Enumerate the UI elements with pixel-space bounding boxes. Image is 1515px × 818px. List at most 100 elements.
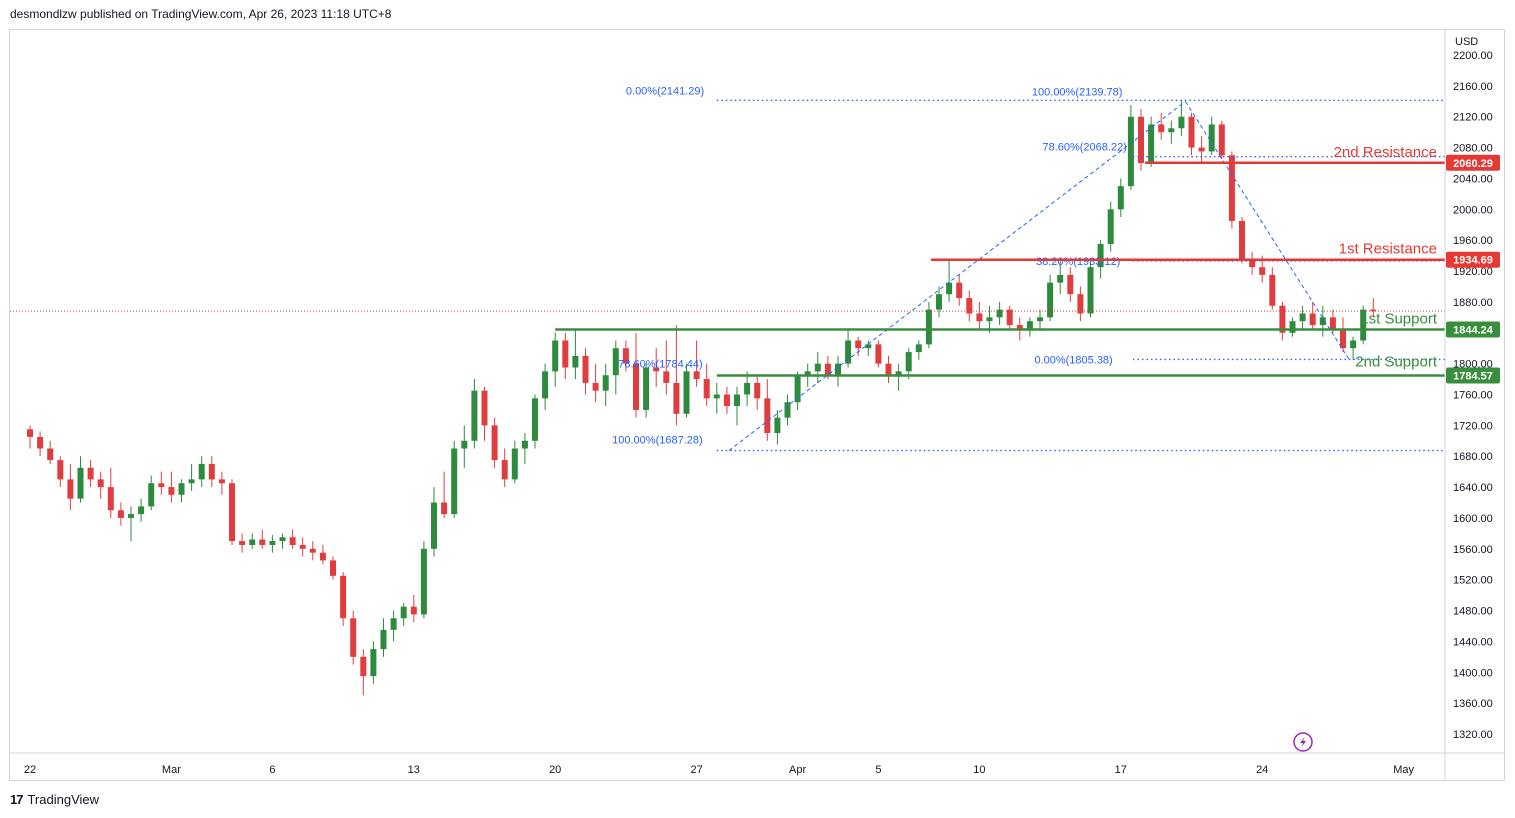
price-chart[interactable]: 0.00%(2141.29) 100.00%(2139.78) 78.60%(206… [0,0,1515,790]
candle-body [1127,116,1134,187]
candle-body [1097,244,1104,268]
level-label: 1st Support [1360,311,1438,328]
candle-body [410,606,417,615]
candle-body [67,479,74,499]
candle-body [1037,317,1043,322]
price-tick-label: 1720.00 [1453,420,1493,432]
candle-body [562,340,569,368]
fib-trend-up [728,101,1186,452]
candle-body [663,371,670,383]
candle-body [27,429,33,437]
candle-body [350,618,357,657]
time-tick-label: Apr [789,764,806,776]
time-tick-label: 5 [875,764,881,776]
candle-body [794,375,801,403]
currency-label: USD [1455,36,1478,48]
time-tick-label: Mar [162,764,181,776]
candle-body [1057,274,1064,283]
candles-layer [10,100,1445,696]
candle-body [1340,328,1346,349]
candle-body [764,398,771,434]
candle-body [1087,267,1094,314]
candle-body [269,541,276,545]
candle-body [703,379,710,399]
price-tick-label: 1360.00 [1453,698,1493,710]
fib-label: 100.00%(2139.78) [1032,86,1123,98]
time-tick-label: 27 [690,764,702,776]
fib-label: 78.60%(1784.44) [618,359,702,371]
candle-body [774,417,781,434]
candle-body [1370,309,1377,312]
candle-body [37,436,44,449]
candle-body [390,618,397,630]
candle-body [178,483,185,495]
candle-body [481,390,488,426]
price-tick-label: 2160.00 [1453,81,1493,93]
price-tag-label: 1784.57 [1453,371,1493,383]
candle-body [744,382,751,395]
candle-body [996,309,1003,318]
candle-body [542,371,549,399]
lightning-icon[interactable] [1293,732,1313,752]
candle-body [653,367,660,372]
candle-body [107,487,114,511]
candle-body [905,352,912,372]
candle-body [804,371,811,376]
candle-body [956,282,963,299]
candle-body [592,382,599,391]
time-tick-label: 13 [408,764,420,776]
support-resistance-layer: 2nd Resistance 1st Resistance 1st Support 2… [555,144,1445,377]
candle-body [128,514,134,518]
candle-body [1077,294,1084,314]
candle-body [1249,259,1256,268]
candle-body [1218,124,1225,156]
level-label: 1st Resistance [1339,241,1437,258]
price-tick-label: 1920.00 [1453,266,1493,278]
tradingview-brand[interactable]: 17 TradingView [10,792,99,807]
candle-body [138,506,145,515]
price-tick-label: 2040.00 [1453,173,1493,185]
time-tick-label: 20 [549,764,561,776]
candle-body [158,483,165,488]
candle-body [1309,313,1316,326]
price-tag-label: 1934.69 [1453,255,1493,267]
candle-body [309,548,316,553]
candle-body [1208,124,1215,152]
candle-body [1178,116,1185,129]
price-tags-layer: 2060.29 1934.69 1844.24 1784.57 [1446,154,1500,384]
candle-body [471,390,478,441]
candle-body [1067,274,1074,295]
price-tick-label: 2120.00 [1453,112,1493,124]
time-tick-label: May [1393,764,1414,776]
candle-body [946,282,953,295]
price-tag [1446,251,1500,268]
candle-body [1026,321,1033,329]
candle-body [330,560,336,576]
price-tag [1446,321,1500,338]
candle-body [1006,309,1013,326]
candle-body [259,539,266,545]
candle-body [168,487,175,495]
candle-body [511,448,518,480]
fib-label: 100.00%(1687.28) [612,435,703,447]
candle-body [602,375,609,391]
candle-body [683,371,690,414]
candle-body [572,355,579,368]
candle-body [865,344,872,349]
candle-body [1047,282,1054,318]
candle-body [1107,209,1114,245]
candle-body [229,483,235,542]
chart-frame [9,29,1505,781]
candle-body [441,502,448,515]
candle-body [188,479,195,484]
price-tick-label: 2200.00 [1453,50,1493,62]
level-label: 2nd Support [1355,354,1438,371]
axis-layer: 2200.00 2160.00 2120.00 2080.00 2040.00 2000.… [10,30,1505,781]
candle-body [1148,124,1155,164]
price-tick-label: 1520.00 [1453,575,1493,587]
candle-body [77,467,84,499]
candle-body [622,348,629,364]
candle-body [420,548,427,615]
price-tick-label: 2080.00 [1453,143,1493,155]
candle-body [1239,220,1245,260]
